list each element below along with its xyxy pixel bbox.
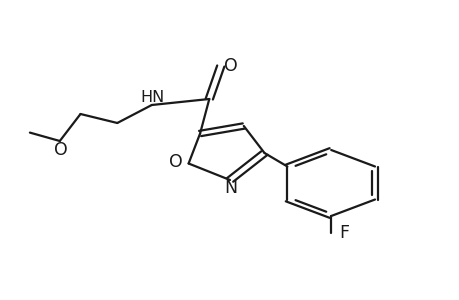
- Text: F: F: [338, 224, 348, 242]
- Text: O: O: [54, 141, 68, 159]
- Text: HN: HN: [140, 90, 164, 105]
- Text: O: O: [168, 153, 182, 171]
- Text: N: N: [224, 179, 237, 197]
- Text: O: O: [224, 57, 237, 75]
